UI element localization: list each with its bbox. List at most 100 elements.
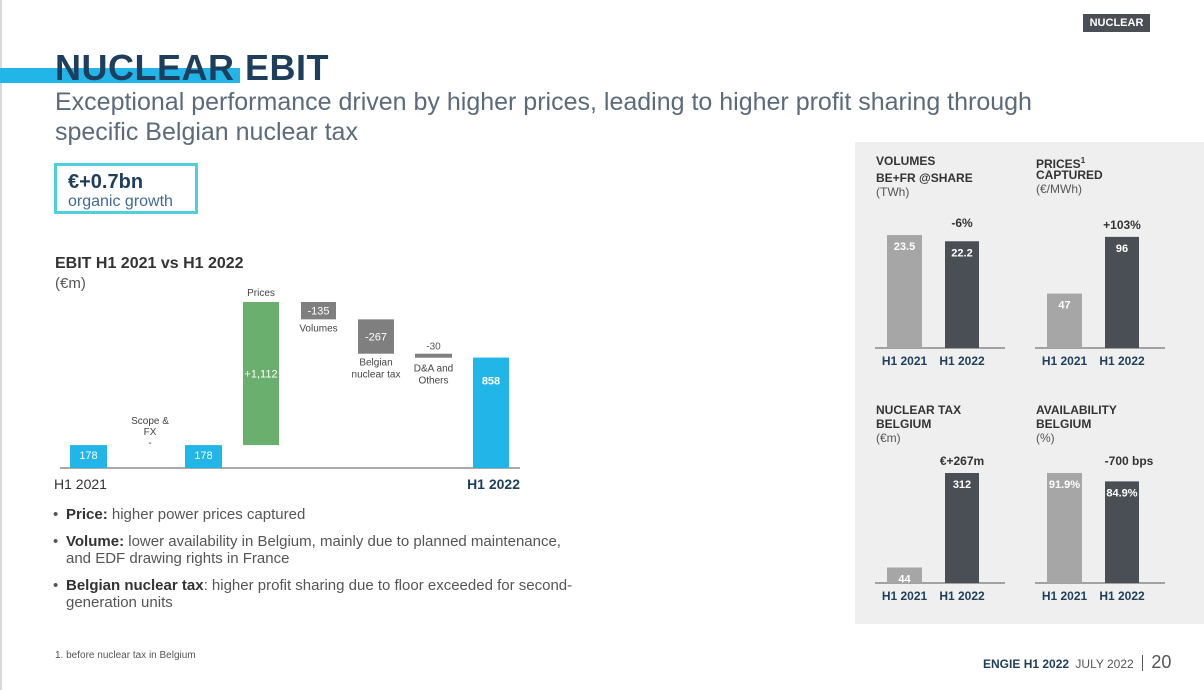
page-title: NUCLEAR EBIT xyxy=(55,47,329,88)
kpi-value: €+0.7bn xyxy=(68,171,144,193)
footer-separator xyxy=(1142,655,1144,671)
waterfall-category-scope-1: Scope & xyxy=(131,416,169,427)
mini-category-label: H1 2021 xyxy=(882,354,928,368)
waterfall-category-belgian-tax-1: Belgian xyxy=(359,358,392,369)
mini-value-label: 22.2 xyxy=(951,247,972,259)
bullet-list: Price: higher power prices captured Volu… xyxy=(53,506,573,621)
mini-bar-h1-2022 xyxy=(1105,236,1139,348)
mini-category-label: H1 2021 xyxy=(1042,589,1088,603)
volumes-chart: 23.5 H1 2021 22.2 H1 2022 -6% xyxy=(875,216,1005,368)
mini-category-label: H1 2022 xyxy=(939,354,985,368)
waterfall-bar-belgian-tax xyxy=(358,319,394,354)
footer-date: JULY 2022 xyxy=(1075,657,1134,671)
prices-heading: PRICES1 xyxy=(1036,154,1085,171)
volumes-heading: VOLUMES xyxy=(876,154,936,168)
tax-heading: NUCLEAR TAX xyxy=(876,403,962,417)
mini-value-label: 312 xyxy=(953,479,971,491)
waterfall-unit: (€m) xyxy=(55,275,86,292)
footer-period: H1 2022 xyxy=(1023,657,1070,671)
bullet-volume-label: Volume: xyxy=(66,533,125,550)
waterfall-label-pro-forma: 178 xyxy=(194,450,212,462)
mini-bar-h1-2021 xyxy=(887,235,922,348)
page-subtitle: Exceptional performance driven by higher… xyxy=(55,88,1032,146)
bullet-tax: Belgian nuclear tax: higher profit shari… xyxy=(53,577,573,611)
bullet-price-label: Price: xyxy=(66,506,108,523)
prices-unit: (€/MWh) xyxy=(1036,182,1082,196)
mini-category-label: H1 2022 xyxy=(1099,589,1145,603)
waterfall-category-da-1: D&A and xyxy=(414,364,453,375)
waterfall-title: EBIT H1 2021 vs H1 2022 xyxy=(55,255,244,272)
waterfall-bar-h1-2021-pro-forma xyxy=(185,445,222,468)
bullet-price: Price: higher power prices captured xyxy=(53,506,573,523)
mini-bar-h1-2022 xyxy=(1105,481,1139,583)
mini-bar-h1-2022 xyxy=(945,473,979,583)
mini-change-label: -6% xyxy=(951,216,973,230)
waterfall-label-belgian-tax: -267 xyxy=(365,332,387,344)
waterfall-bar-h1-2021 xyxy=(70,445,107,468)
prices-footnote-marker: 1 xyxy=(1080,156,1086,165)
waterfall-category-volumes: Volumes xyxy=(299,323,337,334)
page-left-border xyxy=(0,0,2,690)
kpi-label: organic growth xyxy=(68,193,173,210)
availability-subheading: BELGIUM xyxy=(1036,417,1092,431)
mini-value-label: 47 xyxy=(1058,300,1070,312)
mini-bar-h1-2021 xyxy=(887,567,922,583)
waterfall-bar-da-others xyxy=(415,353,452,358)
prices-subheading: CAPTURED xyxy=(1036,168,1103,182)
footer-brand: ENGIE xyxy=(983,657,1021,671)
mini-category-label: H1 2022 xyxy=(939,589,985,603)
mini-bar-h1-2022 xyxy=(945,241,979,348)
bullet-volume-text: lower availability in Belgium, mainly du… xyxy=(66,533,561,567)
mini-value-label: 96 xyxy=(1116,243,1128,255)
waterfall-axis-end: H1 2022 xyxy=(467,476,520,492)
availability-chart: 91.9% H1 2021 84.9% H1 2022 -700 bps xyxy=(1035,454,1165,603)
waterfall-label-prices: +1,112 xyxy=(244,369,277,381)
prices-chart: 47 H1 2021 96 H1 2022 +103% xyxy=(1035,218,1165,368)
kpi-box: €+0.7bn organic growth xyxy=(54,163,198,214)
waterfall-label-da-others: -30 xyxy=(426,342,441,353)
mini-category-label: H1 2021 xyxy=(1042,354,1088,368)
volumes-unit: (TWh) xyxy=(876,185,910,199)
tax-subheading: BELGIUM xyxy=(876,417,932,431)
mini-change-label: +103% xyxy=(1103,218,1141,232)
waterfall-bar-prices xyxy=(243,301,279,446)
waterfall-label-h1-2021: 178 xyxy=(79,450,97,462)
mini-category-label: H1 2022 xyxy=(1099,354,1145,368)
waterfall-bar-volumes xyxy=(301,301,336,320)
mini-value-label: 44 xyxy=(898,573,911,585)
availability-unit: (%) xyxy=(1036,431,1055,445)
footnote: 1. before nuclear tax in Belgium xyxy=(55,650,196,661)
mini-value-label: 23.5 xyxy=(894,241,915,253)
waterfall-category-belgian-tax-2: nuclear tax xyxy=(352,370,401,381)
mini-bar-h1-2021 xyxy=(1047,293,1082,348)
waterfall-bar-h1-2022 xyxy=(473,357,509,468)
mini-change-label: -700 bps xyxy=(1105,454,1154,468)
prices-heading-text: PRICES xyxy=(1036,157,1081,171)
footer: ENGIE H1 2022 JULY 2022 20 xyxy=(983,652,1171,673)
waterfall-label-h1-2022: 858 xyxy=(482,376,500,388)
waterfall-axis-start: H1 2021 xyxy=(54,476,107,492)
tax-chart: 44 H1 2021 312 H1 2022 €+267m xyxy=(875,454,1005,603)
mini-value-label: 91.9% xyxy=(1049,479,1080,491)
page-number: 20 xyxy=(1151,652,1172,672)
bullet-tax-text: : higher profit sharing due to floor exc… xyxy=(66,577,573,611)
mini-value-label: 84.9% xyxy=(1106,487,1137,499)
mini-change-label: €+267m xyxy=(940,454,984,468)
waterfall-category-scope-2: FX xyxy=(144,427,157,438)
waterfall-chart: 178 178 858 +1,112 Prices -135 Volumes -267 Belg… xyxy=(54,288,520,492)
kpi-panel: VOLUMES BE+FR @SHARE (TWh) 23.5 H1 2021 22… xyxy=(855,142,1204,624)
mini-category-label: H1 2021 xyxy=(882,589,928,603)
bullet-tax-label: Belgian nuclear tax xyxy=(66,577,204,594)
volumes-subheading: BE+FR @SHARE xyxy=(876,171,973,185)
mini-bar-h1-2021 xyxy=(1047,473,1082,583)
waterfall-label-scope: - xyxy=(148,438,151,449)
bullet-price-text: higher power prices captured xyxy=(107,506,306,523)
waterfall-label-volumes: -135 xyxy=(307,306,329,318)
availability-heading: AVAILABILITY xyxy=(1036,403,1117,417)
bullet-volume: Volume: lower availability in Belgium, m… xyxy=(53,533,573,567)
waterfall-category-da-2: Others xyxy=(418,376,448,387)
section-tag: NUCLEAR xyxy=(1083,14,1150,32)
tax-unit: (€m) xyxy=(876,431,901,445)
waterfall-category-prices: Prices xyxy=(247,288,275,299)
title-accent-bar xyxy=(0,68,240,83)
